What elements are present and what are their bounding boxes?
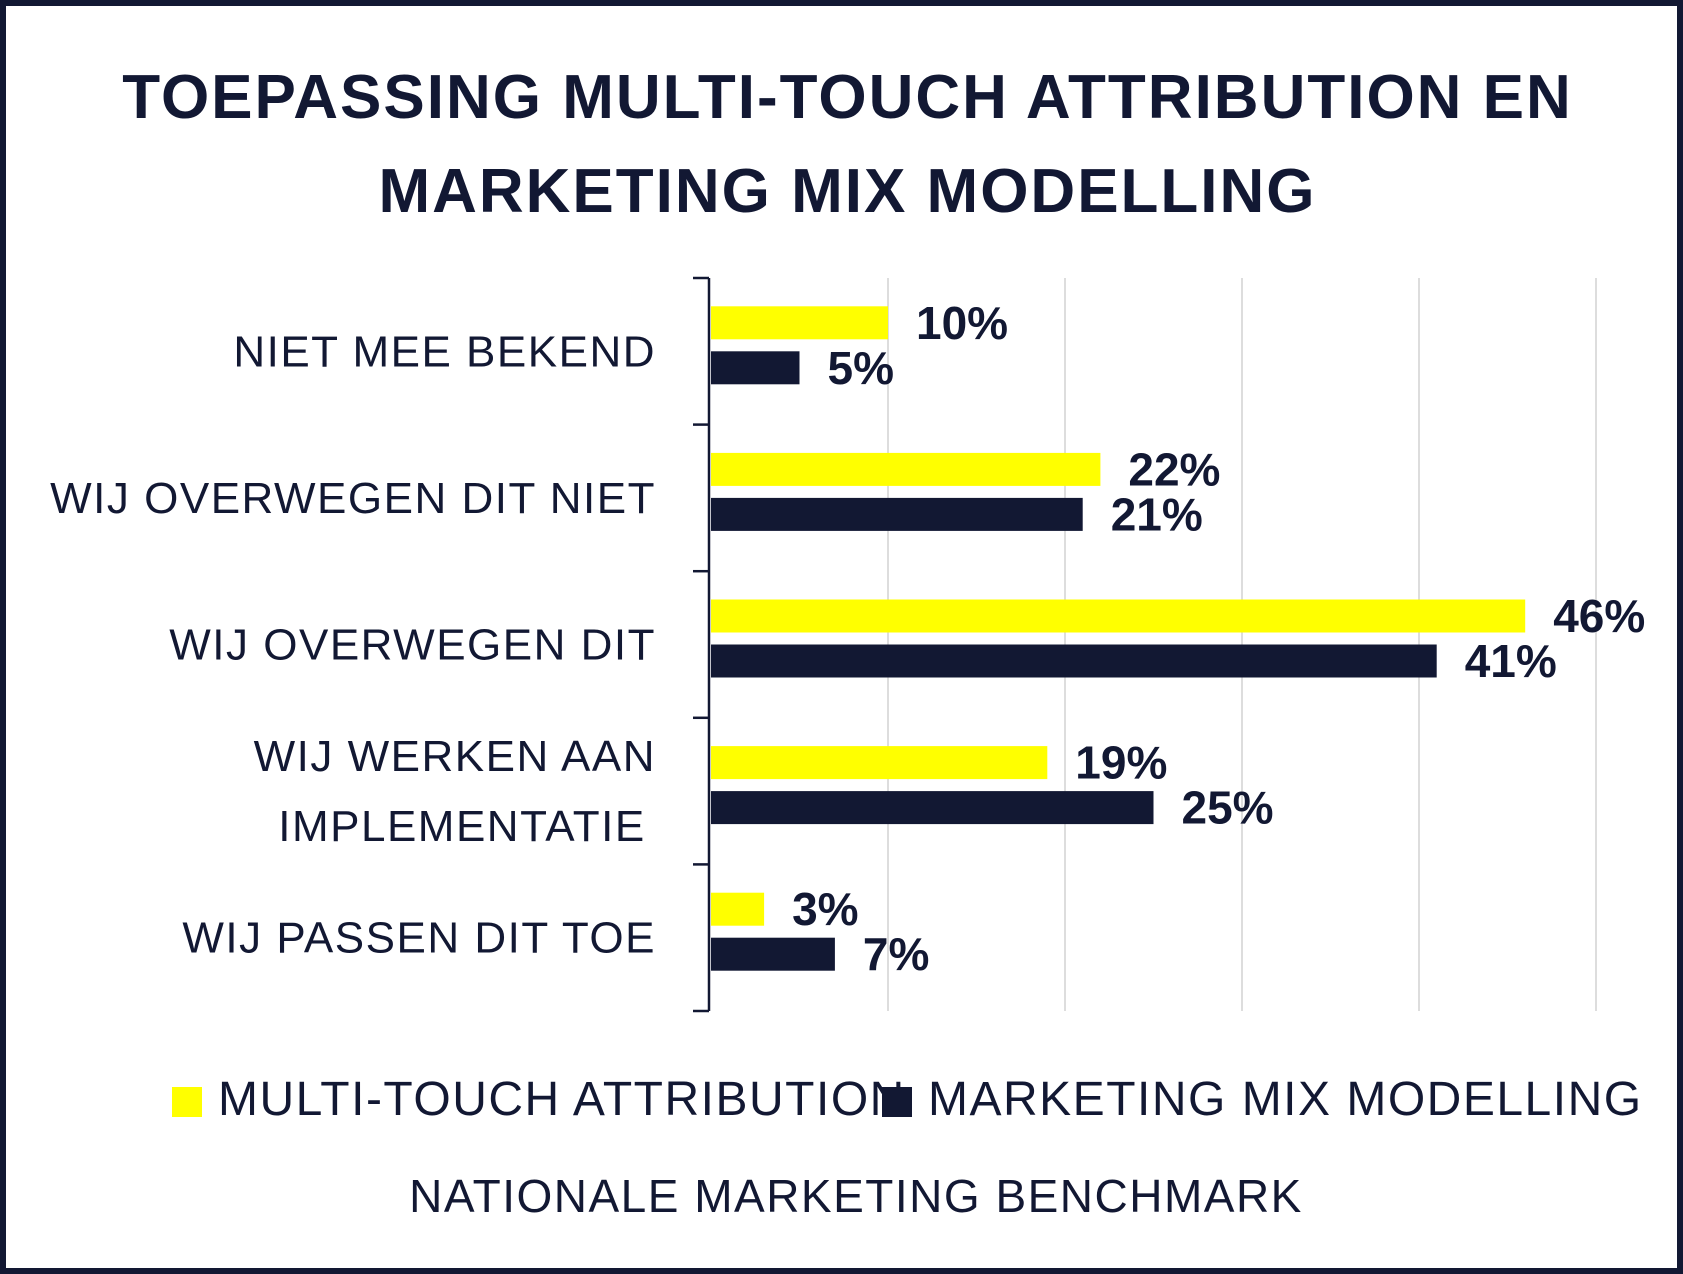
category-label: IMPLEMENTATIE <box>278 802 645 851</box>
bar-marketing-mix-modelling <box>711 644 1437 678</box>
data-label: 10% <box>916 297 1008 349</box>
bar-marketing-mix-modelling <box>711 351 800 385</box>
data-label: 7% <box>863 928 929 980</box>
category-label: NIET MEE BEKEND <box>233 327 656 376</box>
legend-label-multi-touch-attribution: MULTI-TOUCH ATTRIBUTION <box>218 1073 906 1126</box>
chart-title: TOEPASSING MULTI-TOUCH ATTRIBUTION EN MA… <box>6 51 1683 239</box>
legend-label-marketing-mix-modelling: MARKETING MIX MODELLING <box>928 1073 1643 1126</box>
chart-title-line-1: TOEPASSING MULTI-TOUCH ATTRIBUTION EN <box>122 63 1573 132</box>
chart-title-line-2: MARKETING MIX MODELLING <box>378 157 1317 226</box>
data-label: 41% <box>1465 635 1557 687</box>
bar-multi-touch-attribution <box>711 746 1048 780</box>
data-label: 21% <box>1111 488 1203 540</box>
source-note: NATIONALE MARKETING BENCHMARK <box>409 1170 1303 1222</box>
data-label: 25% <box>1182 782 1274 834</box>
data-label: 22% <box>1128 443 1220 495</box>
data-label: 5% <box>828 342 894 394</box>
data-label: 19% <box>1075 737 1167 789</box>
category-label: WIJ OVERWEGEN DIT NIET <box>50 474 656 523</box>
category-label: WIJ OVERWEGEN DIT <box>169 621 656 670</box>
bar-multi-touch-attribution <box>711 599 1526 633</box>
bar-marketing-mix-modelling <box>711 497 1083 531</box>
bar-multi-touch-attribution <box>711 306 888 340</box>
category-label: WIJ WERKEN AAN <box>254 732 656 781</box>
category-label: WIJ PASSEN DIT TOE <box>182 914 656 963</box>
bar-multi-touch-attribution <box>711 452 1101 486</box>
bar-marketing-mix-modelling <box>711 937 835 971</box>
data-label: 46% <box>1553 590 1645 642</box>
bar-marketing-mix-modelling <box>711 791 1154 825</box>
legend-swatch-multi-touch-attribution <box>172 1087 202 1117</box>
legend-swatch-marketing-mix-modelling <box>882 1087 912 1117</box>
data-label: 3% <box>792 883 858 935</box>
bar-multi-touch-attribution <box>711 892 765 926</box>
